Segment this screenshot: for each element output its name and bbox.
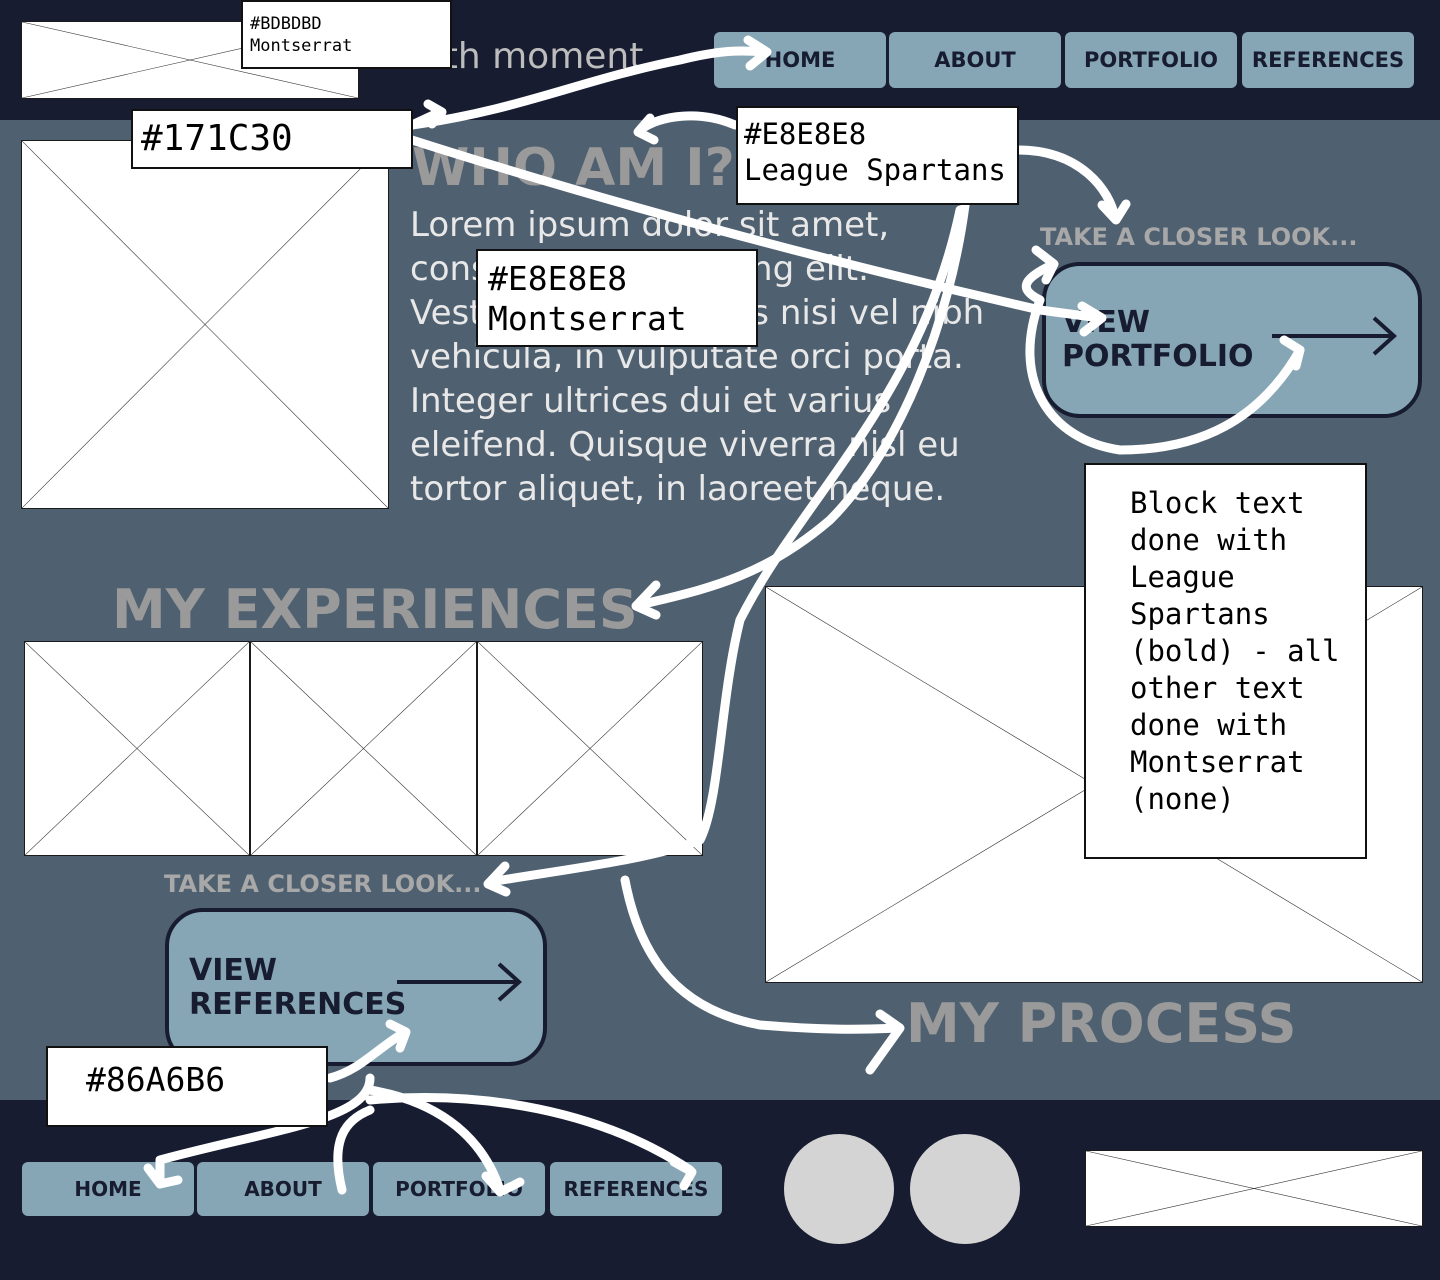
footer-nav-home[interactable]: HOME — [22, 1162, 194, 1216]
social-icon-1[interactable] — [784, 1134, 894, 1244]
references-cta-prompt: TAKE A CLOSER LOOK... — [164, 870, 482, 898]
nav-about[interactable]: ABOUT — [889, 32, 1061, 88]
font-usage-note: Block text done with League Spartans (bo… — [1084, 463, 1367, 859]
accent-color-note: #86A6B6 — [46, 1046, 328, 1127]
footer-logo-placeholder — [1085, 1150, 1423, 1227]
footer-nav-about[interactable]: ABOUT — [197, 1162, 369, 1216]
nav-portfolio[interactable]: PORTFOLIO — [1065, 32, 1237, 88]
profile-image-placeholder — [21, 140, 389, 509]
experience-image-2 — [250, 641, 477, 856]
view-references-button[interactable]: VIEW REFERENCES — [165, 908, 547, 1066]
arrow-right-icon — [397, 962, 522, 1002]
title-style-note: #BDBDBD Montserrat — [241, 0, 452, 69]
process-heading: MY PROCESS — [906, 992, 1297, 1055]
about-heading: WHO AM I? — [412, 138, 735, 198]
view-portfolio-button[interactable]: VIEW PORTFOLIO — [1042, 262, 1422, 418]
footer-nav-references[interactable]: REFERENCES — [550, 1162, 722, 1216]
heading-style-note: #E8E8E8 League Spartans — [736, 106, 1019, 205]
view-references-label: VIEW REFERENCES — [189, 953, 407, 1022]
nav-home[interactable]: HOME — [714, 32, 886, 88]
experience-image-3 — [477, 641, 703, 856]
experience-image-1 — [24, 641, 250, 856]
experiences-heading: MY EXPERIENCES — [112, 578, 638, 641]
dark-color-note: #171C30 — [131, 109, 413, 169]
view-portfolio-label: VIEW PORTFOLIO — [1062, 305, 1254, 374]
body-style-note: #E8E8E8 Montserrat — [476, 249, 758, 347]
footer-nav-portfolio[interactable]: PORTFOLIO — [373, 1162, 545, 1216]
social-icon-2[interactable] — [910, 1134, 1020, 1244]
arrow-right-icon — [1272, 316, 1397, 356]
nav-references[interactable]: REFERENCES — [1242, 32, 1414, 88]
portfolio-cta-prompt: TAKE A CLOSER LOOK... — [1040, 223, 1358, 251]
